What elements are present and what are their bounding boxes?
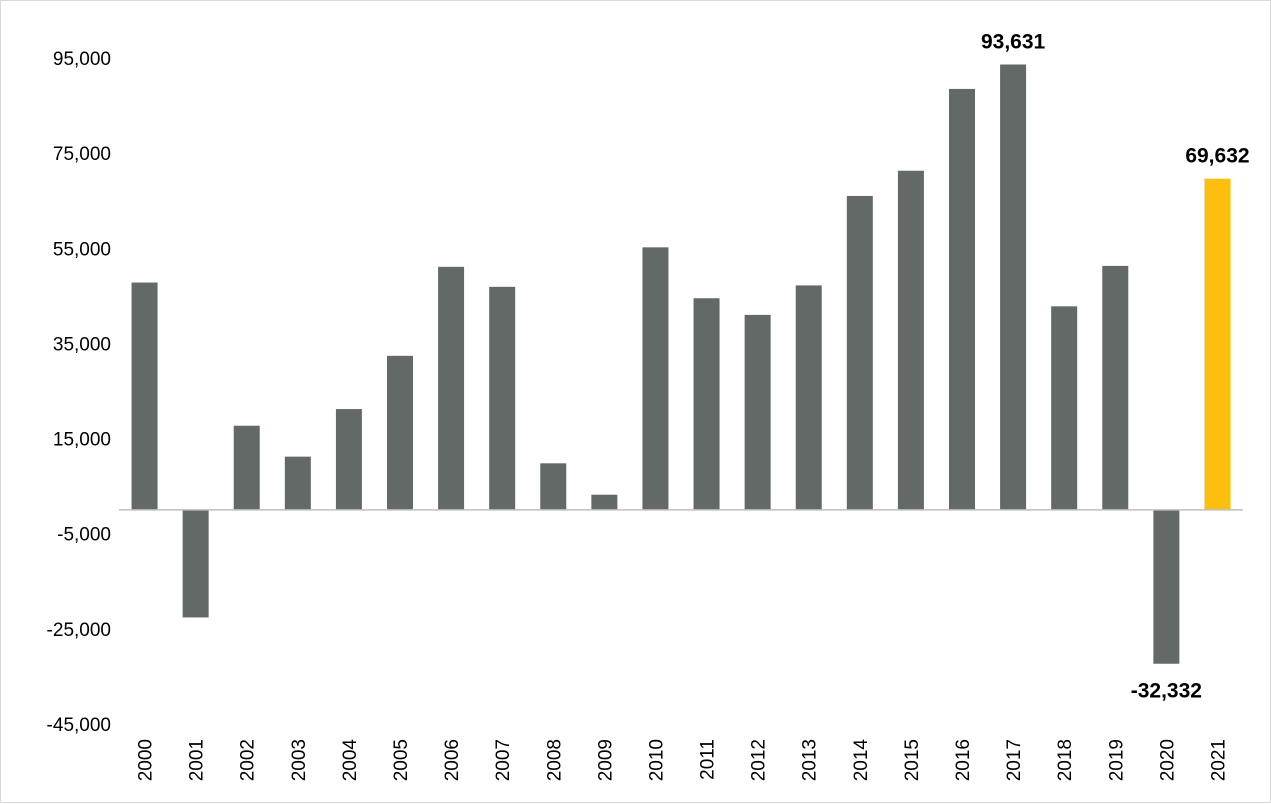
x-tick-label: 2010 xyxy=(646,739,667,781)
x-tick-label: 2015 xyxy=(902,739,923,781)
bar-2021 xyxy=(1204,178,1231,510)
bar-2009 xyxy=(591,494,618,510)
x-tick-label: 2006 xyxy=(442,739,463,781)
data-label-2017: 93,631 xyxy=(981,31,1046,54)
x-tick-label: 2018 xyxy=(1055,739,1076,781)
x-tick-label: 2001 xyxy=(187,739,208,781)
bar-2012 xyxy=(744,314,771,510)
y-axis: 95,000 75,000 55,000 35,000 15,000 -5,000 -25,… xyxy=(47,49,111,736)
bar-2014 xyxy=(846,195,873,510)
bar-2010 xyxy=(642,247,669,510)
bar-2020 xyxy=(1153,509,1180,664)
bar-2019 xyxy=(1102,265,1129,510)
bar-2005 xyxy=(387,355,413,510)
bar-2016 xyxy=(949,88,975,510)
x-tick-label: 2009 xyxy=(595,739,616,781)
x-tick-label: 2008 xyxy=(544,739,565,781)
bar-2006 xyxy=(438,266,465,510)
x-tick-label: 2004 xyxy=(340,739,361,782)
y-tick-label: -45,000 xyxy=(47,715,111,736)
x-tick-label: 2003 xyxy=(289,739,310,781)
y-tick-label: 95,000 xyxy=(53,49,111,70)
y-tick-label: 55,000 xyxy=(53,239,111,260)
x-tick-label: 2005 xyxy=(391,739,412,781)
bar-2000 xyxy=(131,282,158,510)
bar-2018 xyxy=(1051,306,1078,510)
x-tick-label: 2014 xyxy=(851,739,872,782)
x-tick-label: 2020 xyxy=(1157,739,1178,781)
bar-2007 xyxy=(489,286,516,510)
x-tick-label: 2011 xyxy=(698,739,719,780)
x-tick-label: 2012 xyxy=(749,739,770,781)
bar-2001 xyxy=(182,509,209,618)
x-axis: 2000 2001 2002 2003 2004 2005 2006 2007 2008 2009… xyxy=(136,739,1230,782)
bars xyxy=(131,64,1231,664)
data-labels: 93,631 -32,332 69,632 xyxy=(981,31,1250,703)
y-tick-label: 75,000 xyxy=(53,144,111,165)
x-tick-label: 2019 xyxy=(1106,739,1127,781)
bar-2011 xyxy=(693,298,720,510)
y-tick-label: -5,000 xyxy=(57,525,111,546)
bar-2008 xyxy=(540,463,567,510)
bar-2015 xyxy=(897,170,924,510)
x-tick-label: 2021 xyxy=(1208,739,1229,781)
bar-2003 xyxy=(284,456,311,510)
y-tick-label: 35,000 xyxy=(53,334,111,355)
data-label-2021: 69,632 xyxy=(1185,145,1249,168)
x-tick-label: 2002 xyxy=(238,739,259,781)
y-tick-label: -25,000 xyxy=(47,620,111,641)
x-tick-label: 2000 xyxy=(136,739,157,781)
x-tick-label: 2013 xyxy=(800,739,821,781)
x-tick-label: 2017 xyxy=(1004,739,1025,781)
bar-2002 xyxy=(233,425,260,510)
bar-2004 xyxy=(335,409,362,510)
data-label-2020: -32,332 xyxy=(1131,680,1202,703)
bar-2017 xyxy=(1000,64,1027,510)
y-tick-label: 15,000 xyxy=(53,430,111,451)
x-tick-label: 2016 xyxy=(953,739,974,781)
x-tick-label: 2007 xyxy=(493,739,514,781)
bar-2013 xyxy=(795,285,822,510)
